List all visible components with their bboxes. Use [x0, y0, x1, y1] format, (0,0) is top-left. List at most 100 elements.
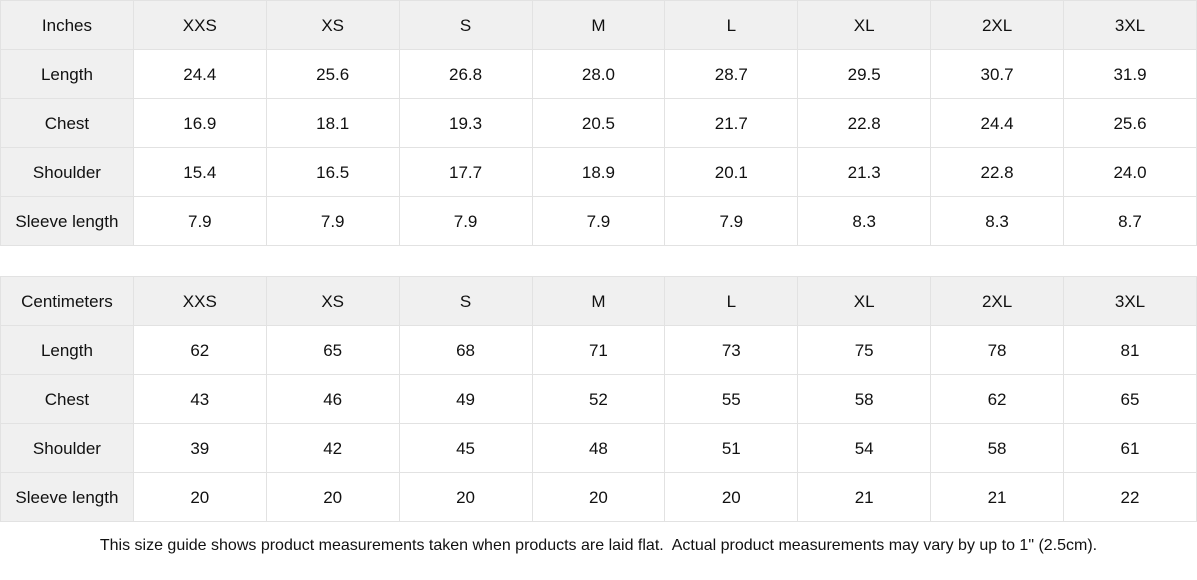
measurement-value-cell: 20.5	[531, 98, 666, 148]
measurement-value-cell: 8.3	[930, 196, 1064, 246]
measurement-value-cell: 20	[398, 472, 533, 522]
measurement-value-cell: 54	[797, 423, 932, 473]
measurement-value-cell: 75	[797, 325, 932, 375]
measurement-value-cell: 18.9	[531, 147, 666, 197]
table-row: Sleeve length 7.9 7.9 7.9 7.9 7.9 8.3 8.3 8.7	[0, 196, 1197, 246]
measurement-value-cell: 7.9	[664, 196, 799, 246]
measurement-value-cell: 68	[398, 325, 533, 375]
size-header-cell: S	[398, 0, 533, 50]
measurement-value-cell: 19.3	[398, 98, 533, 148]
measurement-value-cell: 7.9	[132, 196, 267, 246]
table-gap	[0, 246, 1197, 276]
measurement-value-cell: 24.0	[1063, 147, 1197, 197]
measurement-value-cell: 43	[132, 374, 267, 424]
measurement-value-cell: 20	[265, 472, 400, 522]
measurement-value-cell: 21	[797, 472, 932, 522]
measurement-value-cell: 55	[664, 374, 799, 424]
measurement-value-cell: 46	[265, 374, 400, 424]
table-row: Chest 43 46 49 52 55 58 62 65	[0, 374, 1197, 424]
measurement-value-cell: 28.7	[664, 49, 799, 99]
measurement-value-cell: 20.1	[664, 147, 799, 197]
size-header-cell: M	[531, 0, 666, 50]
unit-header-cell: Centimeters	[0, 276, 134, 326]
size-header-cell: XL	[797, 276, 932, 326]
measurement-value-cell: 7.9	[398, 196, 533, 246]
size-header-cell: 3XL	[1063, 0, 1197, 50]
size-header-cell: L	[664, 0, 799, 50]
measurement-value-cell: 29.5	[797, 49, 932, 99]
measurement-value-cell: 18.1	[265, 98, 400, 148]
table-row: Shoulder 15.4 16.5 17.7 18.9 20.1 21.3 22.8 24.0	[0, 147, 1197, 197]
measurement-value-cell: 22.8	[930, 147, 1064, 197]
measurement-value-cell: 21.7	[664, 98, 799, 148]
measurement-value-cell: 51	[664, 423, 799, 473]
size-header-cell: M	[531, 276, 666, 326]
measurement-value-cell: 7.9	[531, 196, 666, 246]
measurement-value-cell: 25.6	[1063, 98, 1197, 148]
table-row: Sleeve length 20 20 20 20 20 21 21 22	[0, 472, 1197, 522]
size-table-centimeters: Centimeters XXS XS S M L XL 2XL 3XL Length 62 65 68 7…	[0, 276, 1197, 522]
measurement-value-cell: 31.9	[1063, 49, 1197, 99]
measurement-value-cell: 48	[531, 423, 666, 473]
unit-header-cell: Inches	[0, 0, 134, 50]
measurement-value-cell: 62	[132, 325, 267, 375]
measurement-value-cell: 24.4	[930, 98, 1064, 148]
measurement-value-cell: 65	[1063, 374, 1197, 424]
measurement-value-cell: 45	[398, 423, 533, 473]
measurement-value-cell: 52	[531, 374, 666, 424]
measurement-label-cell: Length	[0, 49, 134, 99]
table-row: Length 24.4 25.6 26.8 28.0 28.7 29.5 30.7 31.9	[0, 49, 1197, 99]
size-header-cell: S	[398, 276, 533, 326]
size-header-cell: XL	[797, 0, 932, 50]
measurement-value-cell: 58	[930, 423, 1064, 473]
measurement-value-cell: 49	[398, 374, 533, 424]
measurement-value-cell: 24.4	[132, 49, 267, 99]
size-guide-note: This size guide shows product measuremen…	[0, 522, 1197, 570]
measurement-value-cell: 21.3	[797, 147, 932, 197]
measurement-label-cell: Chest	[0, 98, 134, 148]
measurement-value-cell: 20	[132, 472, 267, 522]
measurement-value-cell: 71	[531, 325, 666, 375]
header-row: Centimeters XXS XS S M L XL 2XL 3XL	[0, 276, 1197, 326]
table-row: Chest 16.9 18.1 19.3 20.5 21.7 22.8 24.4 25.6	[0, 98, 1197, 148]
measurement-value-cell: 30.7	[930, 49, 1064, 99]
table-row: Length 62 65 68 71 73 75 78 81	[0, 325, 1197, 375]
measurement-value-cell: 65	[265, 325, 400, 375]
measurement-value-cell: 17.7	[398, 147, 533, 197]
measurement-value-cell: 16.9	[132, 98, 267, 148]
table-row: Shoulder 39 42 45 48 51 54 58 61	[0, 423, 1197, 473]
size-header-cell: L	[664, 276, 799, 326]
size-header-cell: XS	[265, 0, 400, 50]
measurement-value-cell: 58	[797, 374, 932, 424]
measurement-value-cell: 61	[1063, 423, 1197, 473]
measurement-value-cell: 22	[1063, 472, 1197, 522]
measurement-label-cell: Shoulder	[0, 423, 134, 473]
measurement-value-cell: 42	[265, 423, 400, 473]
measurement-value-cell: 16.5	[265, 147, 400, 197]
measurement-value-cell: 62	[930, 374, 1064, 424]
header-row: Inches XXS XS S M L XL 2XL 3XL	[0, 0, 1197, 50]
size-header-cell: 2XL	[930, 0, 1064, 50]
size-header-cell: XXS	[132, 276, 267, 326]
measurement-value-cell: 21	[930, 472, 1064, 522]
measurement-label-cell: Sleeve length	[0, 472, 134, 522]
measurement-value-cell: 39	[132, 423, 267, 473]
measurement-value-cell: 20	[664, 472, 799, 522]
measurement-value-cell: 26.8	[398, 49, 533, 99]
measurement-value-cell: 25.6	[265, 49, 400, 99]
size-header-cell: 2XL	[930, 276, 1064, 326]
size-table-inches: Inches XXS XS S M L XL 2XL 3XL Length 24.4 25.6 26.8…	[0, 0, 1197, 246]
measurement-value-cell: 28.0	[531, 49, 666, 99]
measurement-label-cell: Length	[0, 325, 134, 375]
measurement-label-cell: Sleeve length	[0, 196, 134, 246]
measurement-value-cell: 7.9	[265, 196, 400, 246]
measurement-value-cell: 81	[1063, 325, 1197, 375]
measurement-label-cell: Chest	[0, 374, 134, 424]
measurement-value-cell: 73	[664, 325, 799, 375]
measurement-label-cell: Shoulder	[0, 147, 134, 197]
measurement-value-cell: 22.8	[797, 98, 932, 148]
size-header-cell: XS	[265, 276, 400, 326]
size-header-cell: XXS	[132, 0, 267, 50]
measurement-value-cell: 20	[531, 472, 666, 522]
